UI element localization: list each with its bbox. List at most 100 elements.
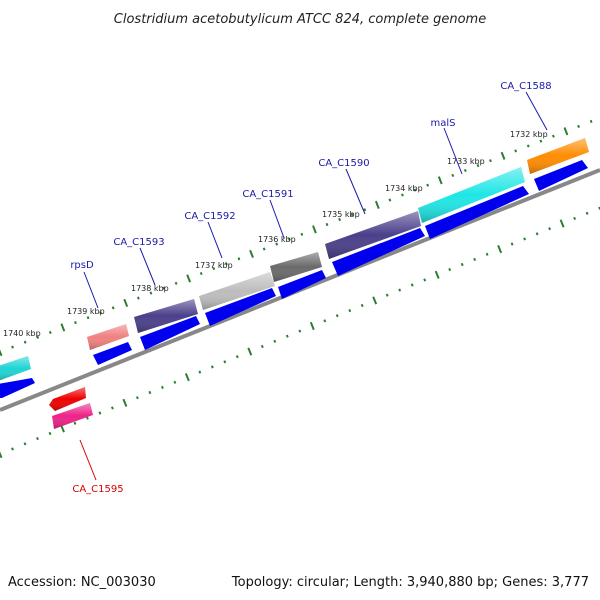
tick-minor <box>287 237 291 241</box>
tick-minor <box>448 268 452 272</box>
tick-major <box>309 321 315 331</box>
tick-major <box>0 349 3 357</box>
tick-major <box>122 398 128 407</box>
tick-minor <box>36 437 39 441</box>
gene-label-ca-c1588[interactable]: CA_C1588 <box>500 81 551 92</box>
tick-minor <box>535 232 539 236</box>
tick-minor <box>350 213 354 217</box>
tick-minor <box>526 144 530 148</box>
gene-label-ca-c1593[interactable]: CA_C1593 <box>113 237 164 248</box>
kbp-label: 1736 kbp <box>258 235 296 244</box>
tick-minor <box>348 309 352 313</box>
gene-label-ca-c1591[interactable]: CA_C1591 <box>242 189 293 200</box>
gene-labels: rpsD CA_C1593 CA_C1592 CA_C1591 CA_C1590… <box>70 81 551 495</box>
kbp-label: 1737 kbp <box>195 261 233 270</box>
tick-minor <box>551 134 555 138</box>
accession-text: Accession: NC_003030 <box>8 575 156 590</box>
kbp-label: 1733 kbp <box>447 157 485 166</box>
tick-minor <box>451 173 455 177</box>
tick-major <box>563 127 569 136</box>
tick-minor <box>235 355 239 359</box>
feature-shading <box>49 387 86 411</box>
tick-minor <box>589 119 593 124</box>
cds-arrow[interactable] <box>0 378 35 398</box>
tick-major <box>184 373 190 382</box>
tick-minor <box>463 168 467 173</box>
leader-line <box>269 199 285 239</box>
tick-minor <box>363 208 367 212</box>
cds-arrow[interactable] <box>332 228 425 276</box>
gene-label-rpsd[interactable]: rpsD <box>70 260 94 271</box>
tick-minor <box>174 281 178 285</box>
tick-minor <box>162 286 165 290</box>
feature-shading <box>325 211 421 259</box>
tick-minor <box>423 278 427 282</box>
kbp-label: 1740 kbp <box>3 329 41 338</box>
feature-shading <box>52 403 93 429</box>
kbp-label: 1734 kbp <box>385 184 423 193</box>
cds-arrow[interactable] <box>425 186 529 239</box>
kbp-label: 1735 kbp <box>322 210 360 219</box>
tick-major <box>60 323 66 332</box>
tick-minor <box>510 242 514 246</box>
tick-major <box>372 296 378 305</box>
cds-arrow[interactable] <box>93 342 132 365</box>
cds-track-forward <box>0 160 588 398</box>
tick-minor <box>237 257 241 261</box>
tick-minor <box>460 262 464 267</box>
feature-shading <box>134 299 198 333</box>
tick-minor <box>149 291 153 295</box>
tick-minor <box>385 293 389 297</box>
feature-shading <box>199 272 275 310</box>
gene-label-ca-c1595[interactable]: CA_C1595 <box>72 484 123 495</box>
feature-shading <box>87 324 129 350</box>
cds-arrow[interactable] <box>534 160 588 191</box>
leader-line <box>139 247 156 286</box>
tick-minor <box>98 411 102 415</box>
tick-minor <box>210 365 214 369</box>
tick-major <box>0 451 3 459</box>
tick-major <box>500 151 506 160</box>
tick-minor <box>298 329 302 333</box>
tick-major <box>247 347 253 356</box>
kbp-label: 1738 kbp <box>131 284 169 293</box>
leader-line <box>207 221 223 259</box>
gene-label-ca-c1590[interactable]: CA_C1590 <box>318 158 369 169</box>
tick-minor <box>223 360 227 364</box>
cds-arrow[interactable] <box>205 288 276 326</box>
tick-minor <box>135 396 139 400</box>
feature-shading <box>527 138 589 174</box>
leader-line <box>525 91 548 131</box>
tick-minor <box>136 296 140 300</box>
tick-minor <box>23 442 27 446</box>
tick-minor <box>173 380 177 384</box>
tick-minor <box>577 124 580 128</box>
tick-minor <box>335 314 339 318</box>
tick-minor <box>323 319 327 323</box>
tick-major <box>123 298 129 308</box>
gene-label-mals[interactable]: malS <box>431 118 456 129</box>
tick-minor <box>360 303 364 308</box>
feature-shading <box>270 252 322 282</box>
cds-arrow[interactable] <box>278 270 326 299</box>
tick-minor <box>325 222 329 227</box>
tick-row-forward <box>0 119 593 357</box>
tick-minor <box>539 139 543 143</box>
cds-arrow[interactable] <box>140 316 200 350</box>
tick-minor <box>23 340 27 344</box>
tick-minor <box>338 217 342 222</box>
tick-minor <box>212 267 216 271</box>
tick-minor <box>585 211 589 215</box>
leader-line <box>83 271 99 309</box>
gene-label-ca-c1592[interactable]: CA_C1592 <box>184 211 235 222</box>
genome-summary-text: Topology: circular; Length: 3,940,880 bp… <box>231 575 589 590</box>
leader-line <box>79 439 97 481</box>
tick-minor <box>514 149 518 153</box>
tick-minor <box>273 339 277 343</box>
tick-major <box>434 270 440 279</box>
tick-minor <box>111 306 115 310</box>
tick-major <box>497 245 503 254</box>
kbp-scale-labels: 1740 kbp 1739 kbp 1738 kbp 1737 kbp 1736… <box>3 130 548 338</box>
